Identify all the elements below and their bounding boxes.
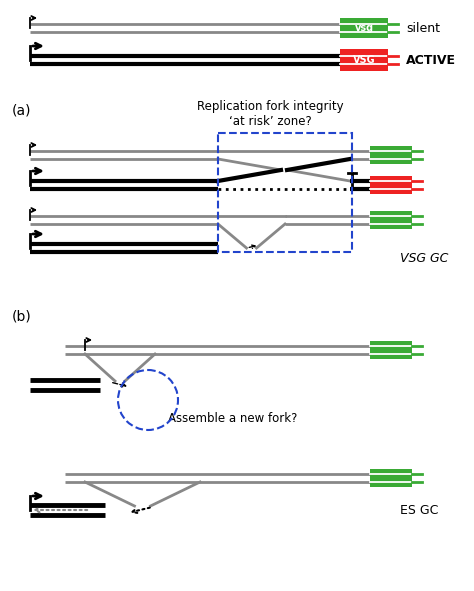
Text: (a): (a)	[12, 103, 31, 117]
Text: VSG: VSG	[353, 55, 375, 65]
Text: ACTIVE: ACTIVE	[406, 54, 456, 67]
Text: silent: silent	[406, 21, 440, 34]
Text: vsg: vsg	[355, 23, 374, 33]
Bar	[370, 341, 412, 359]
Bar	[370, 469, 412, 487]
Text: (b): (b)	[12, 310, 32, 324]
Bar	[370, 176, 412, 194]
Text: ES GC: ES GC	[400, 504, 438, 517]
Bar	[340, 18, 388, 38]
Bar	[370, 146, 412, 164]
Bar	[340, 49, 388, 71]
Bar	[370, 211, 412, 229]
Text: VSG GC: VSG GC	[400, 252, 448, 265]
Text: Assemble a new fork?: Assemble a new fork?	[168, 411, 297, 424]
Text: Replication fork integrity
‘at risk’ zone?: Replication fork integrity ‘at risk’ zon…	[197, 100, 343, 128]
